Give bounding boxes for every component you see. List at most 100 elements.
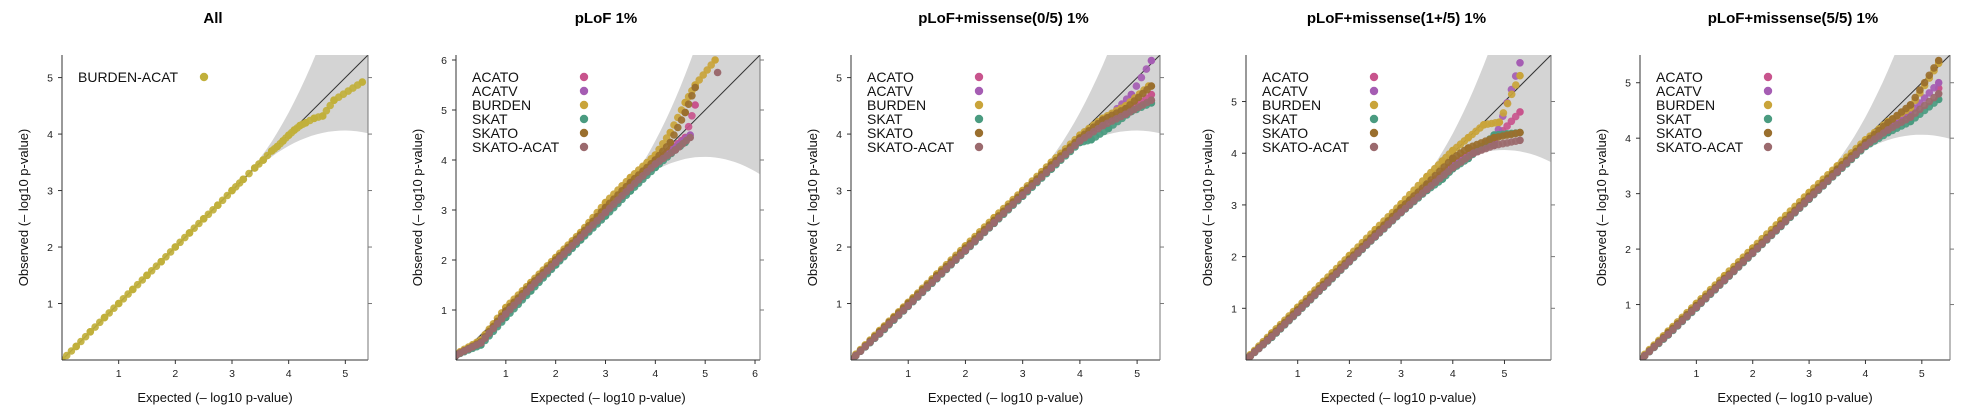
data-point xyxy=(228,186,236,195)
series-trace-marker xyxy=(952,255,960,264)
series-trace-marker xyxy=(1814,186,1823,194)
x-tick-label: 3 xyxy=(1806,368,1812,380)
data-point xyxy=(1495,118,1504,126)
data-point xyxy=(72,342,80,351)
series-trace-marker xyxy=(914,292,922,301)
data-point xyxy=(214,201,222,209)
plot-area xyxy=(1246,55,1551,360)
data-point xyxy=(1464,133,1473,142)
y-tick-label: 2 xyxy=(441,255,447,267)
series-trace-marker xyxy=(1028,182,1036,190)
series-trace-marker xyxy=(166,248,175,256)
x-axis-label: Expected (– log10 p-value) xyxy=(530,390,685,405)
series-trace-marker xyxy=(980,228,989,236)
series-trace-marker xyxy=(1795,203,1804,212)
series-trace-marker xyxy=(110,304,118,313)
legend-label: SKATO xyxy=(867,125,913,141)
data-point xyxy=(691,101,699,109)
series-trace-marker xyxy=(909,297,917,306)
data-point xyxy=(1884,126,1892,134)
legend-marker xyxy=(1763,86,1773,96)
series-trace-marker xyxy=(1734,262,1743,271)
series-trace-marker xyxy=(1930,64,1938,72)
y-tick-label: 3 xyxy=(836,186,842,198)
x-tick-label: 5 xyxy=(1134,368,1140,380)
legend-label: BURDEN xyxy=(1656,97,1715,113)
series-trace-marker xyxy=(91,323,99,331)
series-trace-marker xyxy=(119,295,128,303)
data-point xyxy=(1748,249,1757,257)
series-trace-marker xyxy=(1791,208,1799,216)
series-trace-marker xyxy=(942,265,951,273)
data-point xyxy=(199,215,208,223)
legend-marker xyxy=(974,114,984,124)
x-tick-label: 3 xyxy=(1398,368,1404,380)
legend-label: SKATO-ACAT xyxy=(867,139,955,155)
data-point xyxy=(1490,141,1498,150)
legend-marker xyxy=(1369,128,1379,138)
data-point xyxy=(1018,191,1027,199)
series-trace-marker xyxy=(1767,231,1776,239)
series-trace-marker xyxy=(152,262,161,271)
series-trace-marker xyxy=(204,210,213,219)
x-tick-label: 2 xyxy=(1750,368,1756,380)
series-trace-marker xyxy=(670,131,678,139)
y-tick-label: 4 xyxy=(47,129,53,141)
data-point xyxy=(1293,308,1302,316)
legend-marker xyxy=(1369,100,1379,110)
legend-marker xyxy=(579,142,589,152)
legend-label: ACATV xyxy=(472,83,518,99)
legend-marker xyxy=(1369,142,1379,152)
series-trace-marker xyxy=(1786,212,1795,221)
y-axis-label: Observed (– log10 p-value) xyxy=(410,129,425,287)
x-tick-label: 3 xyxy=(603,368,609,380)
series-trace-marker xyxy=(223,191,232,200)
x-tick-label: 3 xyxy=(229,368,235,380)
data-point xyxy=(576,233,585,242)
y-tick-label: 4 xyxy=(836,129,842,141)
legend-label: ACATO xyxy=(1262,69,1309,85)
data-point xyxy=(1449,146,1457,155)
x-tick-label: 5 xyxy=(702,368,708,380)
y-tick-label: 1 xyxy=(47,299,53,311)
data-point xyxy=(250,164,259,172)
y-tick-label: 3 xyxy=(1231,200,1237,212)
data-point xyxy=(1516,108,1524,116)
legend-marker xyxy=(974,86,984,96)
qq-panel-5: 1 2 3 4 5 1 2 3 4 5 pLoF+missense(5/5) 1% Expected … xyxy=(1594,10,1954,405)
series-trace-marker xyxy=(1716,280,1724,289)
y-tick-label: 5 xyxy=(1625,78,1631,90)
y-tick-label: 1 xyxy=(836,299,842,311)
data-point xyxy=(990,219,998,227)
data-point xyxy=(671,146,680,154)
series-trace-marker xyxy=(688,92,696,100)
series-trace-marker xyxy=(1499,109,1508,117)
x-tick-label: 2 xyxy=(553,368,559,380)
legend-label: BURDEN xyxy=(472,97,531,113)
data-point xyxy=(1449,154,1457,163)
x-axis-label: Expected (– log10 p-value) xyxy=(928,390,1083,405)
plot-area xyxy=(62,55,368,360)
legend-label: SKAT xyxy=(867,111,903,127)
legend-label: BURDEN-ACAT xyxy=(78,69,179,85)
series-trace-marker xyxy=(1706,289,1715,298)
confidence-band xyxy=(851,55,1160,360)
plot-area xyxy=(1640,55,1950,360)
y-tick-label: 3 xyxy=(441,205,447,217)
series-trace-marker xyxy=(688,112,696,120)
x-tick-label: 3 xyxy=(1020,368,1026,380)
series-trace-marker xyxy=(871,334,879,342)
x-tick-label: 1 xyxy=(1693,368,1699,380)
data-point xyxy=(686,133,694,142)
data-point xyxy=(1469,149,1478,157)
data-point xyxy=(1047,164,1056,172)
qq-panel-4: 1 2 3 4 5 1 2 3 4 5 pLoF+missense(1+/5) 1% Expected… xyxy=(1200,10,1555,405)
data-point xyxy=(259,156,268,164)
data-point xyxy=(1692,303,1701,312)
panel-title: pLoF+missense(5/5) 1% xyxy=(1708,10,1878,27)
data-point xyxy=(1268,332,1276,341)
legend-label: ACATO xyxy=(867,69,914,85)
data-point xyxy=(1099,121,1107,130)
